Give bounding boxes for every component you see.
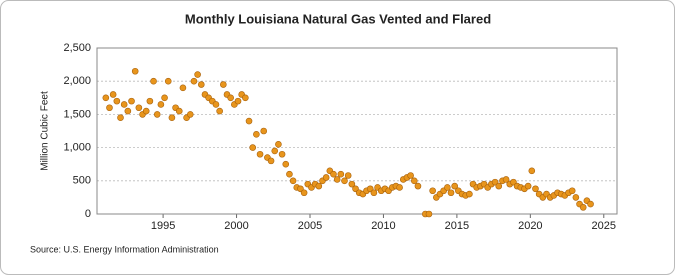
x-tick-label: 2005: [298, 220, 322, 232]
data-point: [212, 101, 220, 108]
data-point: [190, 77, 198, 85]
data-point: [227, 94, 234, 102]
data-point: [282, 160, 290, 168]
x-tick-label: 2025: [592, 220, 616, 232]
data-point: [164, 77, 172, 85]
data-point: [502, 176, 510, 183]
data-point: [341, 177, 348, 185]
y-axis-label: Million Cubic Feet: [40, 91, 51, 171]
data-point: [524, 182, 532, 190]
data-point: [370, 189, 378, 197]
data-point: [234, 97, 242, 105]
data-point: [579, 204, 587, 211]
data-point: [161, 94, 168, 102]
data-point: [348, 180, 356, 188]
data-point: [124, 107, 132, 115]
y-tick-label: 1,000: [63, 142, 91, 154]
data-point: [286, 170, 293, 178]
data-point: [117, 114, 124, 122]
data-point: [267, 157, 275, 165]
data-point: [572, 194, 580, 201]
data-point: [587, 200, 594, 208]
data-point: [410, 177, 418, 185]
data-point: [315, 182, 323, 190]
data-point: [447, 189, 455, 197]
data-point: [278, 150, 286, 158]
data-point: [146, 97, 154, 105]
data-point: [109, 91, 117, 98]
y-tick-label: 1,500: [63, 108, 91, 120]
data-point: [128, 97, 135, 105]
data-point: [245, 117, 253, 125]
data-point: [150, 77, 157, 85]
data-point: [289, 177, 297, 185]
data-point: [113, 97, 121, 105]
data-point: [330, 170, 337, 178]
data-point: [396, 184, 403, 191]
data-point: [568, 187, 576, 195]
x-tick-label: 2000: [224, 220, 248, 232]
data-point: [153, 111, 161, 118]
data-point: [466, 190, 473, 198]
data-point: [102, 94, 110, 102]
data-point: [495, 182, 503, 190]
data-point: [135, 104, 143, 112]
data-point: [414, 182, 422, 190]
chart-title: Monthly Louisiana Natural Gas Vented and…: [185, 11, 491, 26]
data-point: [271, 147, 279, 155]
data-point: [106, 104, 113, 112]
data-point: [425, 210, 433, 218]
data-point: [253, 131, 260, 138]
y-tick-label: 2,000: [63, 75, 91, 87]
data-point: [131, 67, 139, 75]
data-point: [300, 189, 308, 197]
data-point: [275, 140, 282, 148]
x-tick-label: 2020: [518, 220, 542, 232]
data-point: [333, 176, 341, 183]
data-point: [194, 71, 201, 78]
data-point: [337, 170, 345, 178]
data-point: [322, 174, 330, 181]
data-point: [220, 81, 227, 88]
x-tick-label: 2010: [371, 220, 395, 232]
data-point: [142, 107, 150, 115]
data-point: [451, 182, 458, 190]
data-point: [197, 81, 205, 88]
data-point: [444, 184, 451, 191]
plot-area: [96, 47, 618, 215]
data-point: [260, 127, 268, 135]
data-point: [429, 187, 436, 195]
data-point: [179, 84, 187, 92]
data-point: [175, 107, 183, 115]
data-point: [249, 144, 257, 151]
data-point: [242, 94, 249, 102]
data-point: [528, 167, 536, 175]
data-point: [168, 114, 176, 122]
x-tick-label: 1995: [151, 220, 175, 232]
y-tick-label: 500: [73, 175, 91, 187]
data-point: [120, 101, 128, 108]
data-point: [216, 107, 223, 115]
x-tick-label: 2015: [445, 220, 469, 232]
data-point: [407, 172, 414, 179]
data-point: [532, 185, 539, 193]
source-note: Source: U.S. Energy Information Administ…: [30, 244, 219, 254]
y-tick-label: 2,500: [63, 42, 91, 54]
data-point: [157, 101, 165, 108]
y-tick-label: 0: [85, 208, 91, 220]
data-point: [344, 172, 352, 179]
data-point: [256, 150, 264, 158]
data-point: [186, 111, 194, 118]
